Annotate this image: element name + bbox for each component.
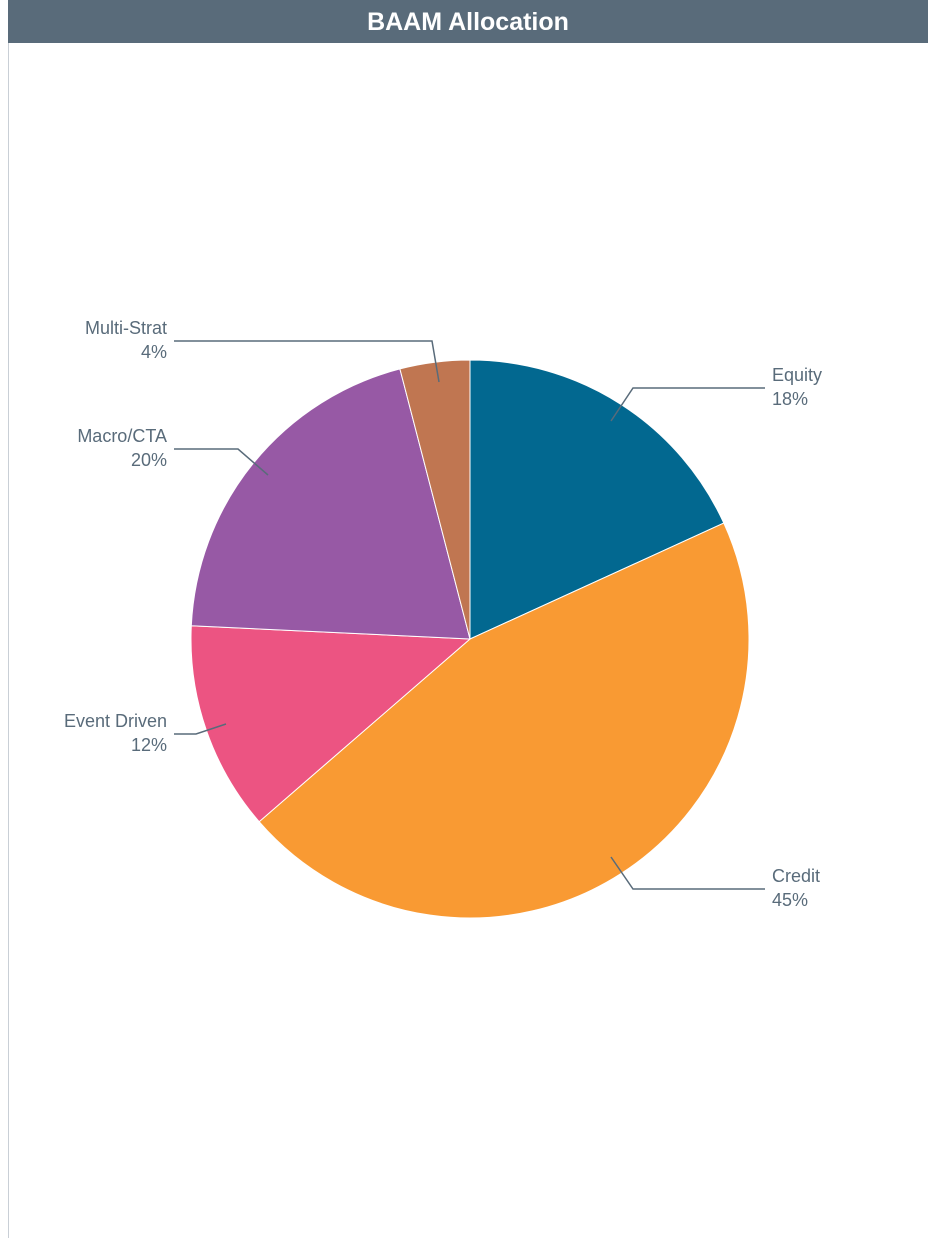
- slice-label-credit: Credit: [772, 866, 820, 886]
- slice-label-event-driven: Event Driven: [64, 711, 167, 731]
- pie-slice-multi-strat: [399, 359, 471, 640]
- leader-line-multi-strat: [174, 340, 440, 383]
- slice-label-macro-cta: Macro/CTA: [77, 426, 167, 446]
- pie-slice-credit: [258, 522, 750, 919]
- slice-value-credit: 45%: [772, 890, 808, 910]
- slice-value-macro-cta: 20%: [131, 450, 167, 470]
- slice-label-equity: Equity: [772, 365, 822, 385]
- slice-label-multi-strat: Multi-Strat: [85, 318, 167, 338]
- leader-line-macro-cta: [174, 448, 269, 476]
- leader-line-event-driven: [174, 723, 227, 735]
- slice-value-multi-strat: 4%: [141, 342, 167, 362]
- slice-value-event-driven: 12%: [131, 735, 167, 755]
- leader-line-credit: [610, 856, 765, 890]
- chart-title: BAAM Allocation: [8, 0, 928, 43]
- pie-slice-equity: [469, 359, 725, 640]
- slice-value-equity: 18%: [772, 389, 808, 409]
- leader-line-equity: [610, 387, 765, 422]
- left-border: [8, 43, 9, 1238]
